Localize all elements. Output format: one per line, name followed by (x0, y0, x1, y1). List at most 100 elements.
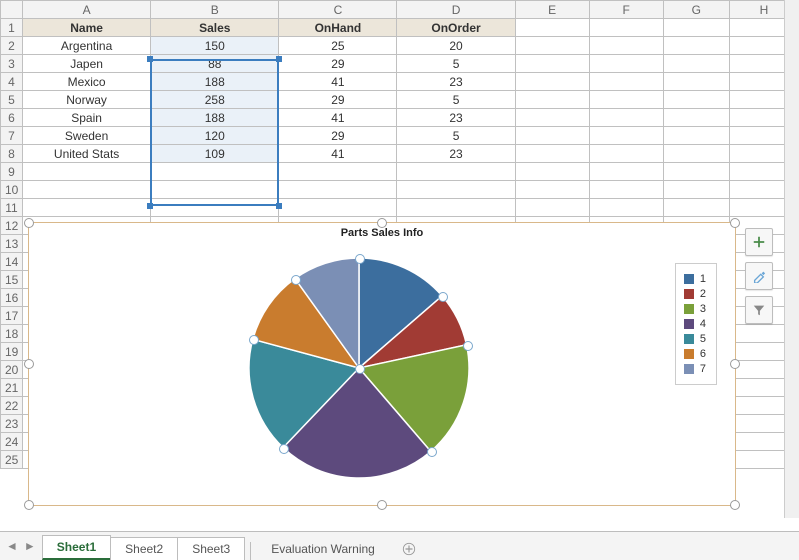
cell[interactable] (663, 163, 729, 181)
col-header[interactable]: D (397, 1, 515, 19)
cell[interactable]: 23 (397, 109, 515, 127)
row-header[interactable]: 24 (1, 433, 23, 451)
cell[interactable] (23, 181, 151, 199)
tab-sheet2[interactable]: Sheet2 (110, 537, 178, 560)
chart-resize-handle[interactable] (730, 218, 740, 228)
pie-slice-handle[interactable] (463, 341, 473, 351)
row-header[interactable]: 15 (1, 271, 23, 289)
chart-legend[interactable]: 1234567 (675, 263, 717, 385)
cell[interactable] (397, 163, 515, 181)
legend-item[interactable]: 1 (684, 273, 706, 285)
row-header[interactable]: 23 (1, 415, 23, 433)
row-header[interactable]: 22 (1, 397, 23, 415)
cell[interactable] (589, 145, 663, 163)
row-header[interactable]: 11 (1, 199, 23, 217)
legend-item[interactable]: 7 (684, 363, 706, 375)
row-header[interactable]: 2 (1, 37, 23, 55)
col-header[interactable]: G (663, 1, 729, 19)
cell[interactable] (515, 73, 589, 91)
cell[interactable] (279, 163, 397, 181)
add-sheet-button[interactable] (398, 538, 420, 560)
legend-item[interactable]: 5 (684, 333, 706, 345)
cell[interactable] (151, 163, 279, 181)
cell[interactable]: Argentina (23, 37, 151, 55)
cell[interactable]: 29 (279, 127, 397, 145)
cell[interactable]: 41 (279, 109, 397, 127)
row-header[interactable]: 3 (1, 55, 23, 73)
legend-item[interactable]: 6 (684, 348, 706, 360)
cell[interactable] (151, 181, 279, 199)
cell[interactable]: 41 (279, 145, 397, 163)
cell[interactable] (663, 199, 729, 217)
cell[interactable] (589, 163, 663, 181)
cell[interactable] (663, 19, 729, 37)
cell[interactable] (515, 181, 589, 199)
vertical-scrollbar[interactable] (784, 0, 799, 518)
chart-resize-handle[interactable] (730, 500, 740, 510)
chart-resize-handle[interactable] (24, 218, 34, 228)
row-header[interactable]: 7 (1, 127, 23, 145)
cell[interactable]: 20 (397, 37, 515, 55)
cell[interactable]: OnHand (279, 19, 397, 37)
cell[interactable] (663, 127, 729, 145)
cell[interactable] (663, 109, 729, 127)
row-header[interactable]: 14 (1, 253, 23, 271)
pie-slice-handle[interactable] (355, 254, 365, 264)
pie-slice-handle[interactable] (438, 292, 448, 302)
cell[interactable] (663, 181, 729, 199)
cell[interactable]: Name (23, 19, 151, 37)
cell[interactable] (589, 37, 663, 55)
cell[interactable]: 258 (151, 91, 279, 109)
chart-resize-handle[interactable] (730, 359, 740, 369)
cell[interactable] (589, 109, 663, 127)
cell[interactable] (589, 19, 663, 37)
cell[interactable] (397, 199, 515, 217)
cell[interactable] (589, 91, 663, 109)
cell[interactable]: 120 (151, 127, 279, 145)
cell[interactable] (515, 199, 589, 217)
cell[interactable]: Sweden (23, 127, 151, 145)
cell[interactable]: Japen (23, 55, 151, 73)
cell[interactable] (151, 199, 279, 217)
chart-style-button[interactable] (745, 262, 773, 290)
row-header[interactable]: 25 (1, 451, 23, 469)
chart-resize-handle[interactable] (24, 359, 34, 369)
tab-sheet1[interactable]: Sheet1 (42, 535, 111, 560)
chart-add-element-button[interactable] (745, 228, 773, 256)
row-header[interactable]: 9 (1, 163, 23, 181)
cell[interactable] (279, 199, 397, 217)
cell[interactable]: 29 (279, 91, 397, 109)
cell[interactable]: Norway (23, 91, 151, 109)
cell[interactable] (515, 55, 589, 73)
cell[interactable] (589, 181, 663, 199)
selection-handle[interactable] (276, 203, 282, 209)
pie-slice-handle[interactable] (355, 364, 365, 374)
cell[interactable] (23, 163, 151, 181)
tab-evaluation-warning[interactable]: Evaluation Warning (257, 538, 389, 560)
row-header[interactable]: 8 (1, 145, 23, 163)
cell[interactable] (515, 109, 589, 127)
cell[interactable] (589, 199, 663, 217)
cell[interactable]: 5 (397, 127, 515, 145)
pie-chart[interactable]: Parts Sales Info 1234567 (28, 222, 736, 506)
row-header[interactable]: 4 (1, 73, 23, 91)
col-header[interactable]: B (151, 1, 279, 19)
cell[interactable] (663, 91, 729, 109)
row-header[interactable]: 20 (1, 361, 23, 379)
cell[interactable] (397, 181, 515, 199)
cell[interactable]: OnOrder (397, 19, 515, 37)
legend-item[interactable]: 2 (684, 288, 706, 300)
tab-nav-last-icon[interactable]: ► (24, 539, 36, 553)
row-header[interactable]: 1 (1, 19, 23, 37)
row-header[interactable]: 10 (1, 181, 23, 199)
col-header[interactable]: F (589, 1, 663, 19)
col-header[interactable]: A (23, 1, 151, 19)
selection-handle[interactable] (276, 56, 282, 62)
cell[interactable] (589, 127, 663, 145)
cell[interactable]: Sales (151, 19, 279, 37)
cell[interactable]: 5 (397, 55, 515, 73)
cell[interactable]: 109 (151, 145, 279, 163)
row-header[interactable]: 12 (1, 217, 23, 235)
legend-item[interactable]: 4 (684, 318, 706, 330)
cell[interactable] (663, 145, 729, 163)
